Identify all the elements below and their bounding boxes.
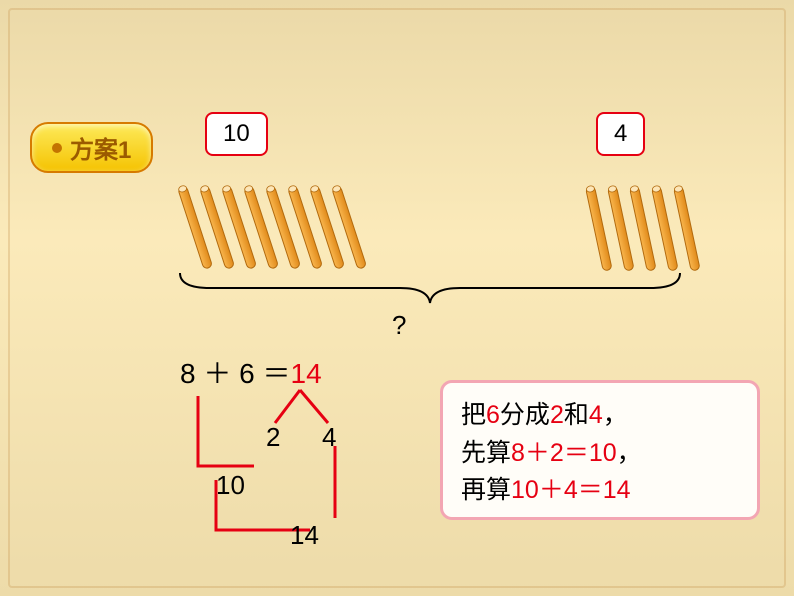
- sticks-group-left: [152, 172, 372, 272]
- eq-eq: ＝: [263, 358, 291, 389]
- number-box-right: 4: [596, 112, 645, 156]
- exp1-pre: 把: [461, 401, 486, 429]
- explanation-line1: 把6分成2和4，: [461, 397, 739, 435]
- eq-result: 14: [291, 358, 322, 389]
- exp3-pre: 再算: [461, 476, 511, 504]
- number-box-left-value: 10: [223, 120, 250, 147]
- question-mark: ?: [392, 310, 406, 341]
- exp1-mid: 分成: [500, 401, 550, 429]
- eq-b: 6: [239, 358, 255, 389]
- split-b2: 4: [322, 422, 336, 453]
- slide-background: 方案1 10 4 ? 8 ＋ 6 ＝14 2 4 10 14 把6分成2和4，: [0, 0, 794, 596]
- exp1-post: ，: [603, 401, 628, 429]
- exp1-n1: 6: [486, 401, 500, 429]
- explanation-line2: 先算8＋2＝10，: [461, 435, 739, 473]
- number-box-right-value: 4: [614, 120, 627, 147]
- explanation-line3: 再算10＋4＝14: [461, 472, 739, 510]
- sticks-group-right: [560, 172, 730, 272]
- final-sum: 14: [290, 520, 319, 551]
- explanation-box: 把6分成2和4， 先算8＋2＝10， 再算10＋4＝14: [440, 380, 760, 520]
- exp3-expr: 10＋4＝14: [511, 476, 631, 504]
- mid-sum: 10: [216, 470, 245, 501]
- exp2-expr: 8＋2＝10: [511, 439, 617, 467]
- brace-icon: [170, 268, 690, 308]
- exp1-mid2: 和: [564, 401, 589, 429]
- equation-area: 8 ＋ 6 ＝14 2 4 10 14: [180, 352, 430, 552]
- number-box-left: 10: [205, 112, 268, 156]
- plan-badge-text: 方案1: [70, 130, 131, 165]
- exp2-pre: 先算: [461, 439, 511, 467]
- equation-line: 8 ＋ 6 ＝14: [180, 352, 430, 392]
- exp1-n2: 2: [550, 401, 564, 429]
- split-b1: 2: [266, 422, 280, 453]
- plan-badge: 方案1: [30, 122, 153, 173]
- exp1-n3: 4: [589, 401, 603, 429]
- exp2-post: ，: [617, 439, 642, 467]
- eq-a: 8: [180, 358, 196, 389]
- eq-op: ＋: [203, 358, 231, 389]
